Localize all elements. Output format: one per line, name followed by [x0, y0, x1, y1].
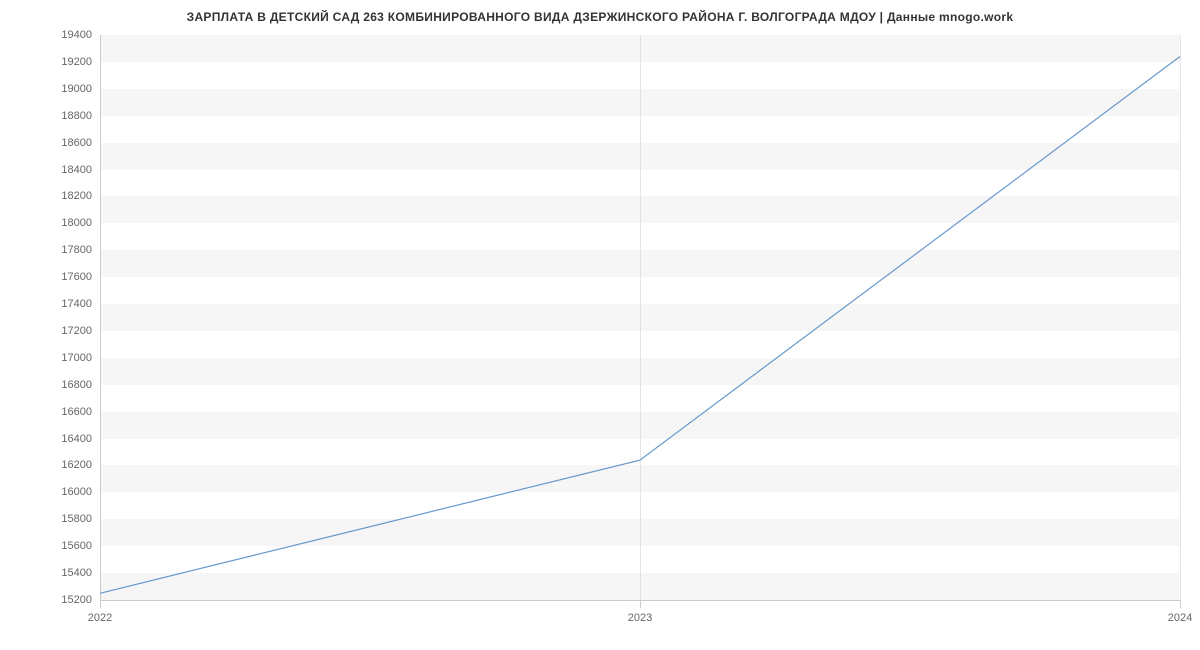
series-line: [100, 57, 1180, 594]
y-tick-label: 19200: [61, 56, 92, 68]
y-tick-label: 18000: [61, 217, 92, 229]
y-tick-label: 16400: [61, 433, 92, 445]
y-tick-label: 17600: [61, 271, 92, 283]
y-tick-label: 17000: [61, 352, 92, 364]
x-tick-label: 2022: [88, 612, 112, 624]
y-tick-label: 18200: [61, 190, 92, 202]
y-tick-label: 15400: [61, 567, 92, 579]
y-tick-label: 17800: [61, 244, 92, 256]
y-tick-label: 17400: [61, 298, 92, 310]
line-series: [100, 35, 1180, 600]
x-tick: [640, 600, 641, 608]
x-gridline: [1180, 35, 1181, 600]
chart-title: ЗАРПЛАТА В ДЕТСКИЙ САД 263 КОМБИНИРОВАНН…: [0, 0, 1200, 24]
y-tick-label: 18600: [61, 137, 92, 149]
y-tick-label: 18400: [61, 164, 92, 176]
y-tick-label: 16800: [61, 379, 92, 391]
y-tick-label: 16600: [61, 406, 92, 418]
y-tick-label: 18800: [61, 110, 92, 122]
y-tick-label: 15200: [61, 594, 92, 606]
y-tick-label: 16200: [61, 459, 92, 471]
chart-area: 1520015400156001580016000162001640016600…: [100, 35, 1180, 600]
y-tick-label: 17200: [61, 325, 92, 337]
y-tick-label: 19000: [61, 83, 92, 95]
x-tick-label: 2023: [628, 612, 652, 624]
x-tick-label: 2024: [1168, 612, 1192, 624]
y-tick-label: 19400: [61, 29, 92, 41]
x-tick: [1180, 600, 1181, 608]
y-tick-label: 16000: [61, 486, 92, 498]
y-tick-label: 15800: [61, 513, 92, 525]
x-tick: [100, 600, 101, 608]
y-tick-label: 15600: [61, 540, 92, 552]
